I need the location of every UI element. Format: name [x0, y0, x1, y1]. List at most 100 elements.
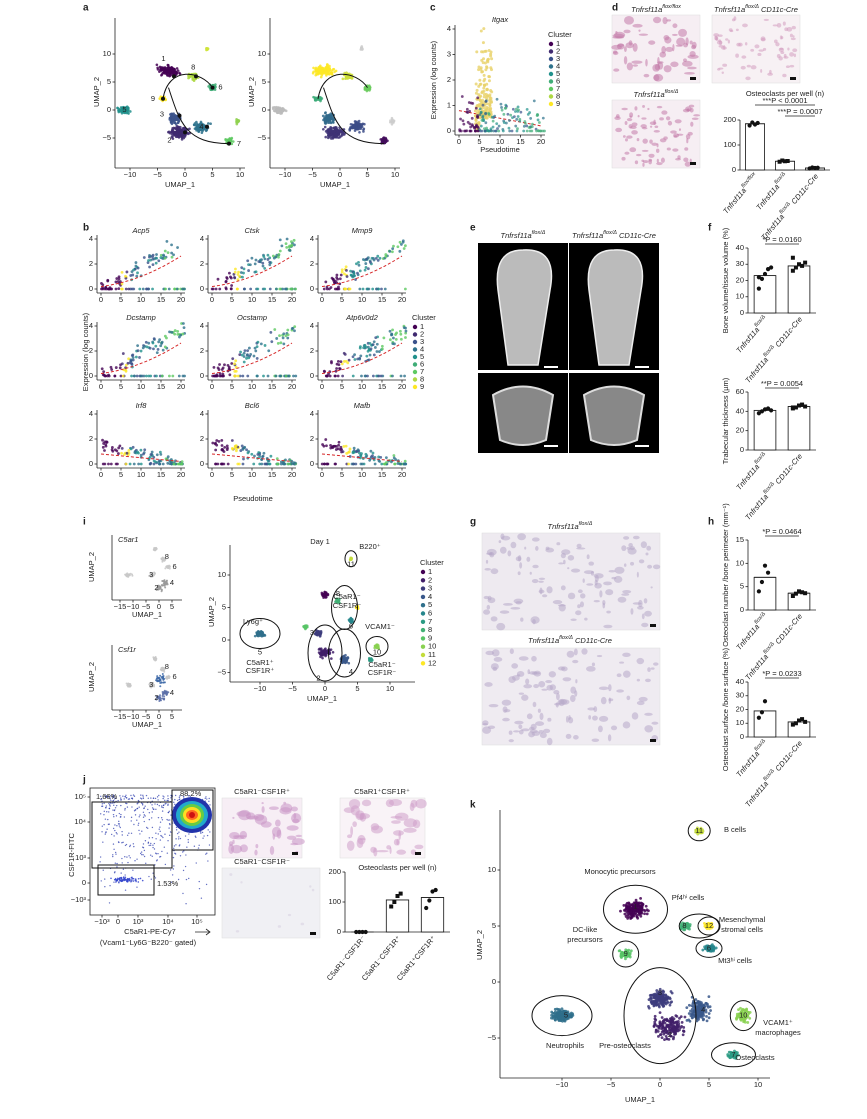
cell-dot — [148, 346, 152, 350]
image-label: Tnfrsf11aflox/flox — [631, 4, 681, 14]
y-tick-label: −5 — [102, 133, 111, 142]
cell-dot — [481, 41, 485, 45]
stain — [523, 684, 533, 689]
y-tick-label: 2 — [310, 259, 314, 268]
event — [134, 860, 136, 862]
cell-dot — [384, 456, 388, 460]
stain — [565, 733, 572, 739]
cell-dot — [474, 106, 478, 110]
stain — [486, 604, 491, 610]
event — [179, 837, 182, 840]
cell-dot — [379, 456, 383, 459]
cell-dot — [202, 126, 205, 129]
cell-dot — [154, 261, 158, 265]
cell-dot — [109, 365, 113, 369]
cell-dot — [240, 266, 244, 270]
cell-dot — [347, 358, 351, 362]
cell-dot — [319, 99, 322, 103]
stain — [575, 610, 582, 616]
stain — [693, 114, 700, 117]
stain — [547, 717, 552, 722]
cell-dot — [162, 253, 165, 257]
y-tick-label: 4 — [200, 409, 204, 418]
cell-dot — [482, 57, 486, 61]
cell-dot — [130, 287, 134, 291]
stain — [628, 542, 633, 548]
cell-dot — [345, 268, 348, 272]
cell-dot — [101, 287, 105, 291]
cell-dot — [161, 579, 164, 582]
stain — [545, 680, 553, 684]
stain — [690, 121, 694, 127]
stain — [623, 55, 628, 65]
cell-dot — [487, 79, 491, 83]
stain — [535, 546, 539, 551]
cell-dot — [474, 82, 478, 86]
event — [120, 797, 122, 799]
stain — [638, 33, 649, 36]
cell-dot — [134, 355, 138, 359]
cell-dot — [182, 126, 186, 130]
cell-dot — [485, 88, 489, 92]
cell-dot — [341, 77, 345, 81]
cell-dot — [485, 66, 489, 70]
cell-dot — [226, 462, 230, 466]
cell-dot — [359, 354, 363, 358]
annotation: Ly6g⁺ — [243, 617, 263, 626]
cell-dot — [215, 443, 219, 447]
stain — [670, 130, 677, 134]
cell-dot — [163, 697, 166, 700]
event — [121, 862, 123, 864]
event — [175, 838, 177, 840]
cell-dot — [376, 254, 380, 258]
cell-dot — [224, 138, 228, 142]
stain — [567, 592, 576, 600]
cell-dot — [329, 286, 333, 289]
stain — [665, 46, 674, 53]
cell-dot — [147, 259, 150, 262]
stain — [687, 54, 699, 59]
data-point — [790, 405, 795, 410]
cell-dot — [337, 133, 341, 136]
x-tick-label: 0 — [210, 470, 214, 479]
event — [176, 799, 179, 802]
cell-dot — [223, 445, 227, 449]
x-axis-label: Pseudotime — [233, 494, 273, 503]
cell-dot — [481, 61, 485, 65]
cell-dot — [500, 108, 504, 112]
cell-dot — [539, 129, 543, 133]
label-part: Tnfrsf11a — [572, 231, 603, 240]
event — [151, 826, 154, 829]
legend-title: Cluster — [548, 30, 572, 39]
cell-dot — [374, 336, 378, 340]
cell-dot — [155, 253, 158, 256]
stain — [760, 69, 763, 73]
x-tick-label: 20 — [177, 470, 185, 479]
trend-line — [100, 342, 182, 374]
stain — [529, 571, 532, 575]
cluster-label: 5 — [258, 647, 262, 656]
y-tick-label: 0 — [740, 605, 744, 614]
cell-dot — [132, 462, 136, 466]
legend-swatch — [412, 377, 418, 382]
cell-dot — [286, 336, 290, 340]
cell-dot — [209, 122, 212, 126]
cell-dot — [465, 129, 469, 133]
stain — [626, 695, 631, 701]
stain — [545, 546, 550, 551]
cell-dot — [352, 450, 356, 454]
cell-dot — [320, 69, 324, 73]
stain — [656, 105, 663, 109]
cell-dot — [215, 374, 219, 378]
data-point — [755, 120, 760, 126]
cell-dot — [368, 353, 372, 357]
y-tick-label: −5 — [217, 667, 226, 676]
stain — [656, 162, 663, 166]
cell-dot — [107, 462, 110, 466]
cell-dot — [355, 126, 359, 130]
cell-dot — [165, 239, 169, 243]
x-tick-label: 5 — [119, 470, 123, 479]
cell-dot — [153, 257, 156, 261]
stain — [623, 16, 634, 25]
event — [187, 838, 189, 841]
